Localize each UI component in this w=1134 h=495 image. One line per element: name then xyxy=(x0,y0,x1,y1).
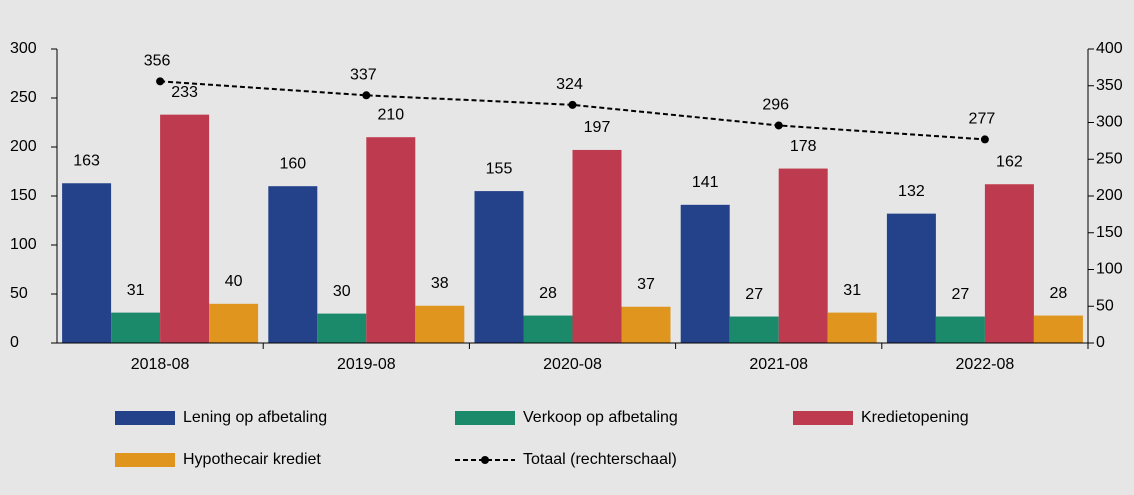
y2-tick-label: 200 xyxy=(1096,187,1123,204)
data-label: 37 xyxy=(637,276,655,293)
legend-label: Lening op afbetaling xyxy=(183,409,327,426)
data-label: 31 xyxy=(127,282,145,299)
data-label: 155 xyxy=(486,160,513,177)
y2-tick-label: 250 xyxy=(1096,150,1123,167)
legend-label: Kredietopening xyxy=(861,409,969,426)
y2-tick-label: 100 xyxy=(1096,261,1123,278)
bar xyxy=(415,305,465,343)
data-label: 132 xyxy=(898,183,925,200)
x-tick-label: 2020-08 xyxy=(543,356,602,373)
bar xyxy=(268,186,318,343)
bar xyxy=(778,168,828,343)
bar xyxy=(572,149,622,343)
data-label: 163 xyxy=(73,152,100,169)
bar xyxy=(621,306,671,343)
legend-swatch xyxy=(793,411,853,425)
data-label: 197 xyxy=(584,119,611,136)
bar xyxy=(523,315,573,343)
legend-swatch xyxy=(115,411,175,425)
data-label: 277 xyxy=(969,111,996,128)
legend-swatch xyxy=(115,453,175,467)
y2-tick-label: 150 xyxy=(1096,224,1123,241)
bar xyxy=(935,316,985,343)
bar xyxy=(111,312,161,343)
y-tick-label: 100 xyxy=(10,236,37,253)
bar xyxy=(474,191,524,343)
bar xyxy=(366,137,416,343)
bar xyxy=(62,183,112,343)
x-tick-label: 2022-08 xyxy=(956,356,1015,373)
y-tick-label: 200 xyxy=(10,138,37,155)
data-label: 233 xyxy=(171,84,198,101)
y2-tick-label: 350 xyxy=(1096,77,1123,94)
data-label: 210 xyxy=(377,106,404,123)
bar xyxy=(827,312,877,343)
legend-swatch xyxy=(455,411,515,425)
line-marker xyxy=(774,121,783,130)
data-label: 31 xyxy=(843,282,861,299)
bar xyxy=(317,313,367,343)
y-tick-label: 50 xyxy=(10,285,28,302)
data-label: 27 xyxy=(952,286,970,303)
y-tick-label: 150 xyxy=(10,187,37,204)
bar xyxy=(984,184,1034,343)
data-label: 337 xyxy=(350,67,377,84)
bar xyxy=(886,213,936,343)
x-tick-label: 2019-08 xyxy=(337,356,396,373)
line-marker xyxy=(362,91,371,100)
bar xyxy=(209,303,259,343)
y2-tick-label: 400 xyxy=(1096,40,1123,57)
data-label: 160 xyxy=(279,155,306,172)
y-tick-label: 300 xyxy=(10,40,37,57)
legend-label: Verkoop op afbetaling xyxy=(523,409,678,426)
y-tick-label: 250 xyxy=(10,89,37,106)
y2-tick-label: 50 xyxy=(1096,297,1114,314)
data-label: 30 xyxy=(333,283,351,300)
line-marker xyxy=(568,100,577,109)
data-label: 324 xyxy=(556,76,583,93)
data-label: 162 xyxy=(996,153,1023,170)
legend-marker xyxy=(481,456,489,464)
bar xyxy=(680,204,730,343)
bar xyxy=(729,316,779,343)
line-marker xyxy=(156,77,165,86)
y2-tick-label: 300 xyxy=(1096,114,1123,131)
data-label: 141 xyxy=(692,174,719,191)
bar xyxy=(160,114,210,343)
data-label: 28 xyxy=(1050,285,1068,302)
line xyxy=(160,80,985,141)
data-label: 28 xyxy=(539,285,557,302)
line-marker xyxy=(980,135,989,144)
y-tick-label: 0 xyxy=(10,334,19,351)
data-label: 296 xyxy=(762,97,789,114)
x-tick-label: 2021-08 xyxy=(749,356,808,373)
data-label: 356 xyxy=(144,53,171,70)
y2-tick-label: 0 xyxy=(1096,334,1105,351)
data-label: 178 xyxy=(790,138,817,155)
bar xyxy=(1033,315,1083,343)
data-label: 38 xyxy=(431,275,449,292)
data-label: 27 xyxy=(745,286,763,303)
legend-label: Totaal (rechterschaal) xyxy=(523,451,677,468)
legend-label: Hypothecair krediet xyxy=(183,451,321,468)
x-tick-label: 2018-08 xyxy=(131,356,190,373)
data-label: 40 xyxy=(225,273,243,290)
